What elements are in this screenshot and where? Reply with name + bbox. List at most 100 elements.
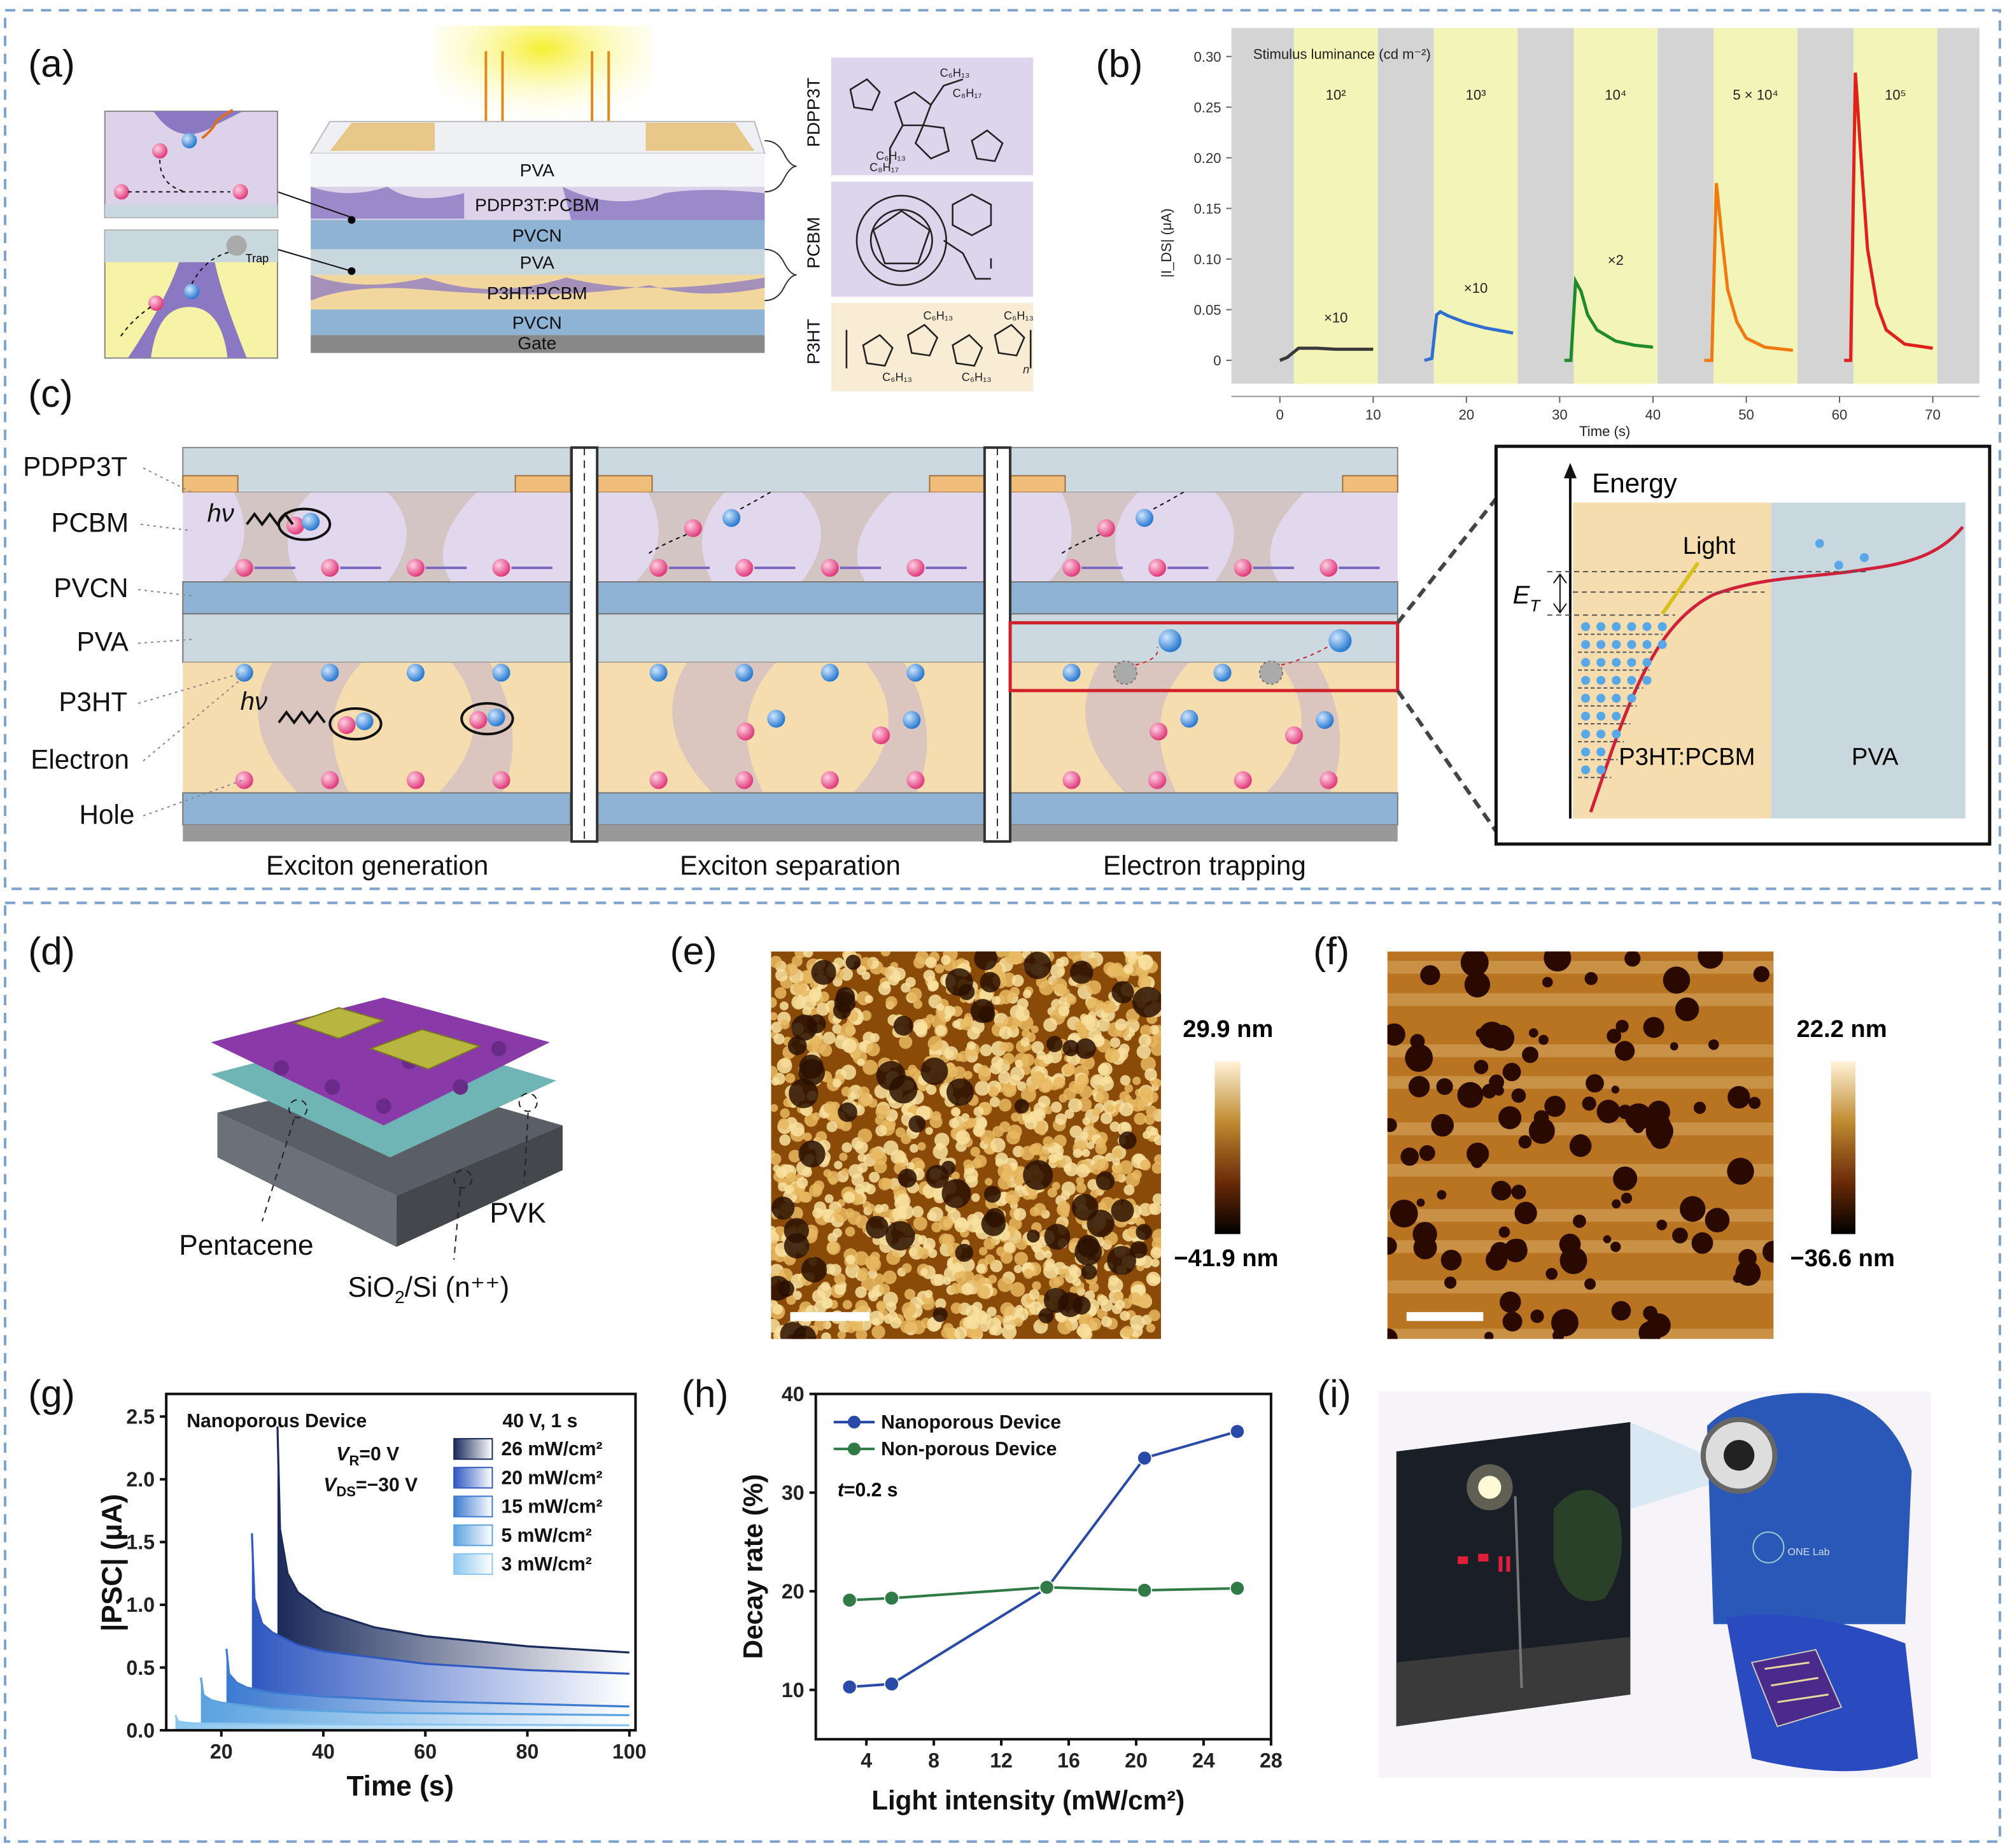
surface-grain — [1029, 1143, 1041, 1155]
surface-pore — [1569, 1134, 1592, 1157]
trapped-electron-dot — [1612, 622, 1621, 631]
surface-grain — [812, 1112, 820, 1121]
afm-image-nonporous — [1387, 951, 1774, 1339]
surface-pore — [1573, 1215, 1586, 1228]
trapped-electron — [1328, 629, 1352, 652]
surface-grain — [841, 1086, 852, 1097]
surface-grain — [1004, 1241, 1015, 1253]
data-point — [1137, 1583, 1153, 1598]
hole — [820, 558, 839, 577]
x-tick-label: 40 — [1645, 407, 1661, 423]
surface-pore — [1522, 1047, 1538, 1063]
trapped-electron-dot — [1627, 658, 1636, 667]
surface-pore — [946, 1078, 974, 1106]
surface-pore — [1705, 1208, 1730, 1232]
legend-label: 3 mW/cm² — [502, 1554, 592, 1575]
hole — [492, 558, 510, 577]
panel-g: (g) 26 mW/cm² 20 mW/cm² 15 mW/cm² 5 mW/cm² 3… — [28, 1372, 646, 1802]
surface-pore — [1118, 1131, 1137, 1150]
x-tick-label: 70 — [1925, 407, 1941, 423]
surface-pore — [1387, 1328, 1398, 1339]
electrode — [182, 475, 239, 493]
surface-grain — [1015, 1059, 1024, 1068]
surface-grain — [1092, 1034, 1105, 1047]
surface-grain — [1112, 1148, 1123, 1159]
hole — [492, 771, 510, 789]
surface-pore — [1400, 1147, 1419, 1166]
surface-pore — [1748, 1097, 1761, 1109]
layer-pdpp3t-top — [182, 447, 571, 493]
surface-grain — [1129, 1324, 1143, 1337]
pdpp3t-structure-box — [831, 57, 1034, 176]
multiplier-label: ×10 — [1324, 309, 1347, 325]
surface-grain — [771, 1021, 782, 1033]
hole — [820, 771, 839, 789]
surface-grain — [948, 1118, 959, 1129]
side-label-pdpp3t: PDPP3T — [23, 451, 127, 481]
surface-grain — [1038, 1078, 1053, 1093]
surface-grain — [904, 1288, 916, 1300]
chart-h: 4 8 12 16 20 24 28 10 20 30 40 Nanoporous Device Non… — [738, 1383, 1282, 1816]
surface-grain — [851, 1173, 864, 1187]
surface-grain — [839, 1152, 848, 1161]
layer-pvcn — [1010, 581, 1398, 615]
surface-grain — [868, 1289, 876, 1299]
hole — [1150, 723, 1168, 741]
surface-grain — [1066, 994, 1077, 1005]
surface-grain — [1097, 1064, 1109, 1076]
surface-grain — [833, 1078, 841, 1088]
chart-g-title: Nanoporous Device — [186, 1411, 367, 1432]
surface-pore — [1511, 1185, 1526, 1200]
surface-pore — [1479, 1021, 1505, 1048]
surface-grain — [989, 1096, 1001, 1108]
multiplier-label: ×10 — [1464, 280, 1488, 296]
trap-label: Trap — [246, 252, 269, 265]
surface-grain — [966, 1117, 976, 1127]
surface-grain — [998, 1098, 1012, 1112]
electron — [735, 663, 754, 682]
surface-grain — [1132, 1076, 1141, 1085]
x-tick-label: 10 — [1365, 407, 1381, 423]
series-area — [277, 1426, 630, 1731]
surface-pore — [1611, 1085, 1620, 1094]
trapped-electron-dot — [1581, 765, 1591, 775]
surface-grain — [1009, 1074, 1021, 1086]
surface-grain — [855, 1300, 869, 1314]
surface-grain — [1119, 1102, 1134, 1117]
colorbar-max: 22.2 nm — [1797, 1015, 1887, 1043]
surface-grain — [898, 1204, 914, 1220]
surface-grain — [1001, 1324, 1017, 1339]
surface-pore — [1542, 977, 1553, 988]
surface-grain — [1023, 1269, 1034, 1279]
trapped-electron-dot — [1627, 622, 1636, 631]
surface-grain — [1109, 1121, 1120, 1132]
surface-grain — [1050, 963, 1066, 978]
surface-grain — [999, 1041, 1009, 1051]
surface-pore — [1672, 1227, 1688, 1244]
hole — [1319, 771, 1338, 789]
surface-grain — [1101, 1316, 1113, 1327]
molecule-label-pcbm: PCBM — [804, 217, 824, 269]
svg-text:t=0.2 s: t=0.2 s — [838, 1479, 898, 1500]
series-line — [251, 1533, 630, 1675]
surface-grain — [857, 1162, 868, 1173]
surface-grain — [841, 1168, 849, 1176]
surface-grain — [833, 1207, 849, 1223]
surface-grain — [1085, 1017, 1100, 1031]
trapped-electron-dot — [1581, 747, 1591, 757]
surface-grain — [1059, 1094, 1068, 1103]
surface-grain — [900, 1320, 913, 1334]
panel-f: (f) 22.2 nm −36.6 nm — [1313, 929, 1895, 1339]
surface-pore — [1514, 1201, 1537, 1225]
surface-grain — [1152, 1276, 1161, 1285]
surface-grain — [1002, 1053, 1015, 1065]
surface-grain — [1150, 1127, 1158, 1136]
trapped-electron-dot — [1581, 658, 1591, 667]
surface-pore — [1559, 1233, 1581, 1255]
surface-pore — [1136, 1224, 1152, 1240]
legend-marker — [847, 1442, 861, 1456]
series-line — [1844, 72, 1933, 362]
surface-grain — [976, 1118, 987, 1129]
surface-grain — [963, 1159, 973, 1169]
stimulus-band — [1853, 28, 1938, 384]
